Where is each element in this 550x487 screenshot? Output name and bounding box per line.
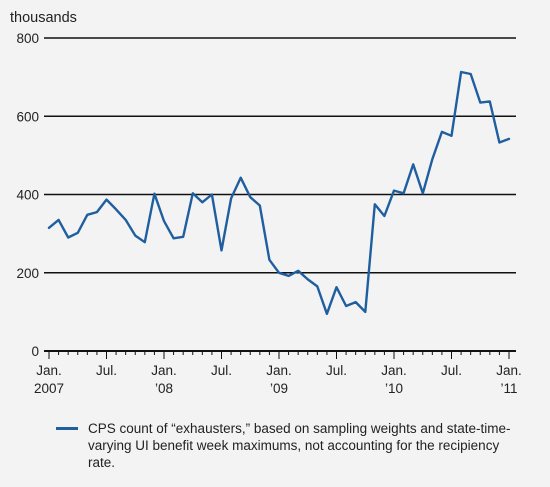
x-tick-label: Jan.	[266, 363, 292, 378]
x-tick-label-year: ’08	[155, 381, 173, 396]
data-point	[335, 286, 337, 288]
data-point	[374, 203, 376, 205]
data-point	[489, 100, 491, 102]
data-point	[479, 101, 481, 103]
data-point	[153, 193, 155, 195]
x-tick-label-year: ’11	[500, 381, 517, 396]
x-tick-label: Jul.	[211, 363, 232, 378]
data-point	[77, 232, 79, 234]
x-tick-label: Jan.	[496, 363, 522, 378]
y-unit-label: thousands	[10, 10, 77, 26]
data-point	[220, 249, 222, 251]
x-tick-label: Jul.	[441, 363, 462, 378]
data-point	[450, 135, 452, 137]
x-tick-label-year: ’09	[270, 381, 288, 396]
data-point	[67, 236, 69, 238]
legend: CPS count of “exhausters,” based on samp…	[56, 420, 526, 471]
data-point	[508, 138, 510, 140]
data-point	[345, 305, 347, 307]
x-tick-label: Jul.	[96, 363, 117, 378]
data-point	[96, 211, 98, 213]
data-point	[412, 163, 414, 165]
data-point	[230, 197, 232, 199]
data-point	[239, 176, 241, 178]
data-point	[297, 270, 299, 272]
data-point	[192, 192, 194, 194]
data-point	[402, 192, 404, 194]
y-tick-label: 400	[16, 188, 39, 203]
chart: thousands 0 200 400 600 800 Jan. 2007 Jul. Jan. ’0…	[10, 10, 522, 396]
y-tick-label: 600	[16, 109, 39, 124]
x-tick-label: Jan.	[36, 363, 62, 378]
data-point	[307, 278, 309, 280]
data-point	[316, 285, 318, 287]
series-line	[47, 70, 511, 315]
data-point	[469, 73, 471, 75]
y-tick-label: 0	[31, 344, 39, 359]
data-point	[86, 214, 88, 216]
legend-swatch	[56, 427, 78, 430]
data-point	[268, 259, 270, 261]
data-point	[57, 219, 59, 221]
data-point	[383, 215, 385, 217]
data-point	[201, 201, 203, 203]
data-point	[115, 208, 117, 210]
x-tick-label: Jan.	[381, 363, 407, 378]
data-point	[278, 272, 280, 274]
data-point	[134, 234, 136, 236]
data-point	[211, 193, 213, 195]
data-point	[460, 71, 462, 73]
data-point	[441, 131, 443, 133]
data-point	[422, 192, 424, 194]
x-tick-label: Jan.	[151, 363, 177, 378]
x-tick-label-year: ’10	[385, 381, 403, 396]
data-point	[287, 275, 289, 277]
data-point	[163, 220, 165, 222]
data-point	[393, 189, 395, 191]
data-point	[172, 237, 174, 239]
data-point	[259, 204, 261, 206]
data-point	[105, 198, 107, 200]
legend-label: CPS count of “exhausters,” based on samp…	[88, 421, 511, 470]
data-point	[182, 236, 184, 238]
y-tick-label: 800	[16, 31, 39, 46]
data-point	[498, 141, 500, 143]
data-point	[249, 196, 251, 198]
data-point	[124, 219, 126, 221]
data-point	[326, 313, 328, 315]
data-point	[364, 311, 366, 313]
x-tick-label: Jul.	[326, 363, 347, 378]
data-point	[48, 227, 50, 229]
x-tick-label-year: 2007	[34, 381, 64, 396]
data-point	[431, 158, 433, 160]
data-point	[144, 241, 146, 243]
data-point	[354, 301, 356, 303]
chart-svg: thousands 0 200 400 600 800 Jan. 2007 Jul. Jan. ’0…	[10, 10, 522, 396]
y-tick-label: 200	[16, 266, 39, 281]
